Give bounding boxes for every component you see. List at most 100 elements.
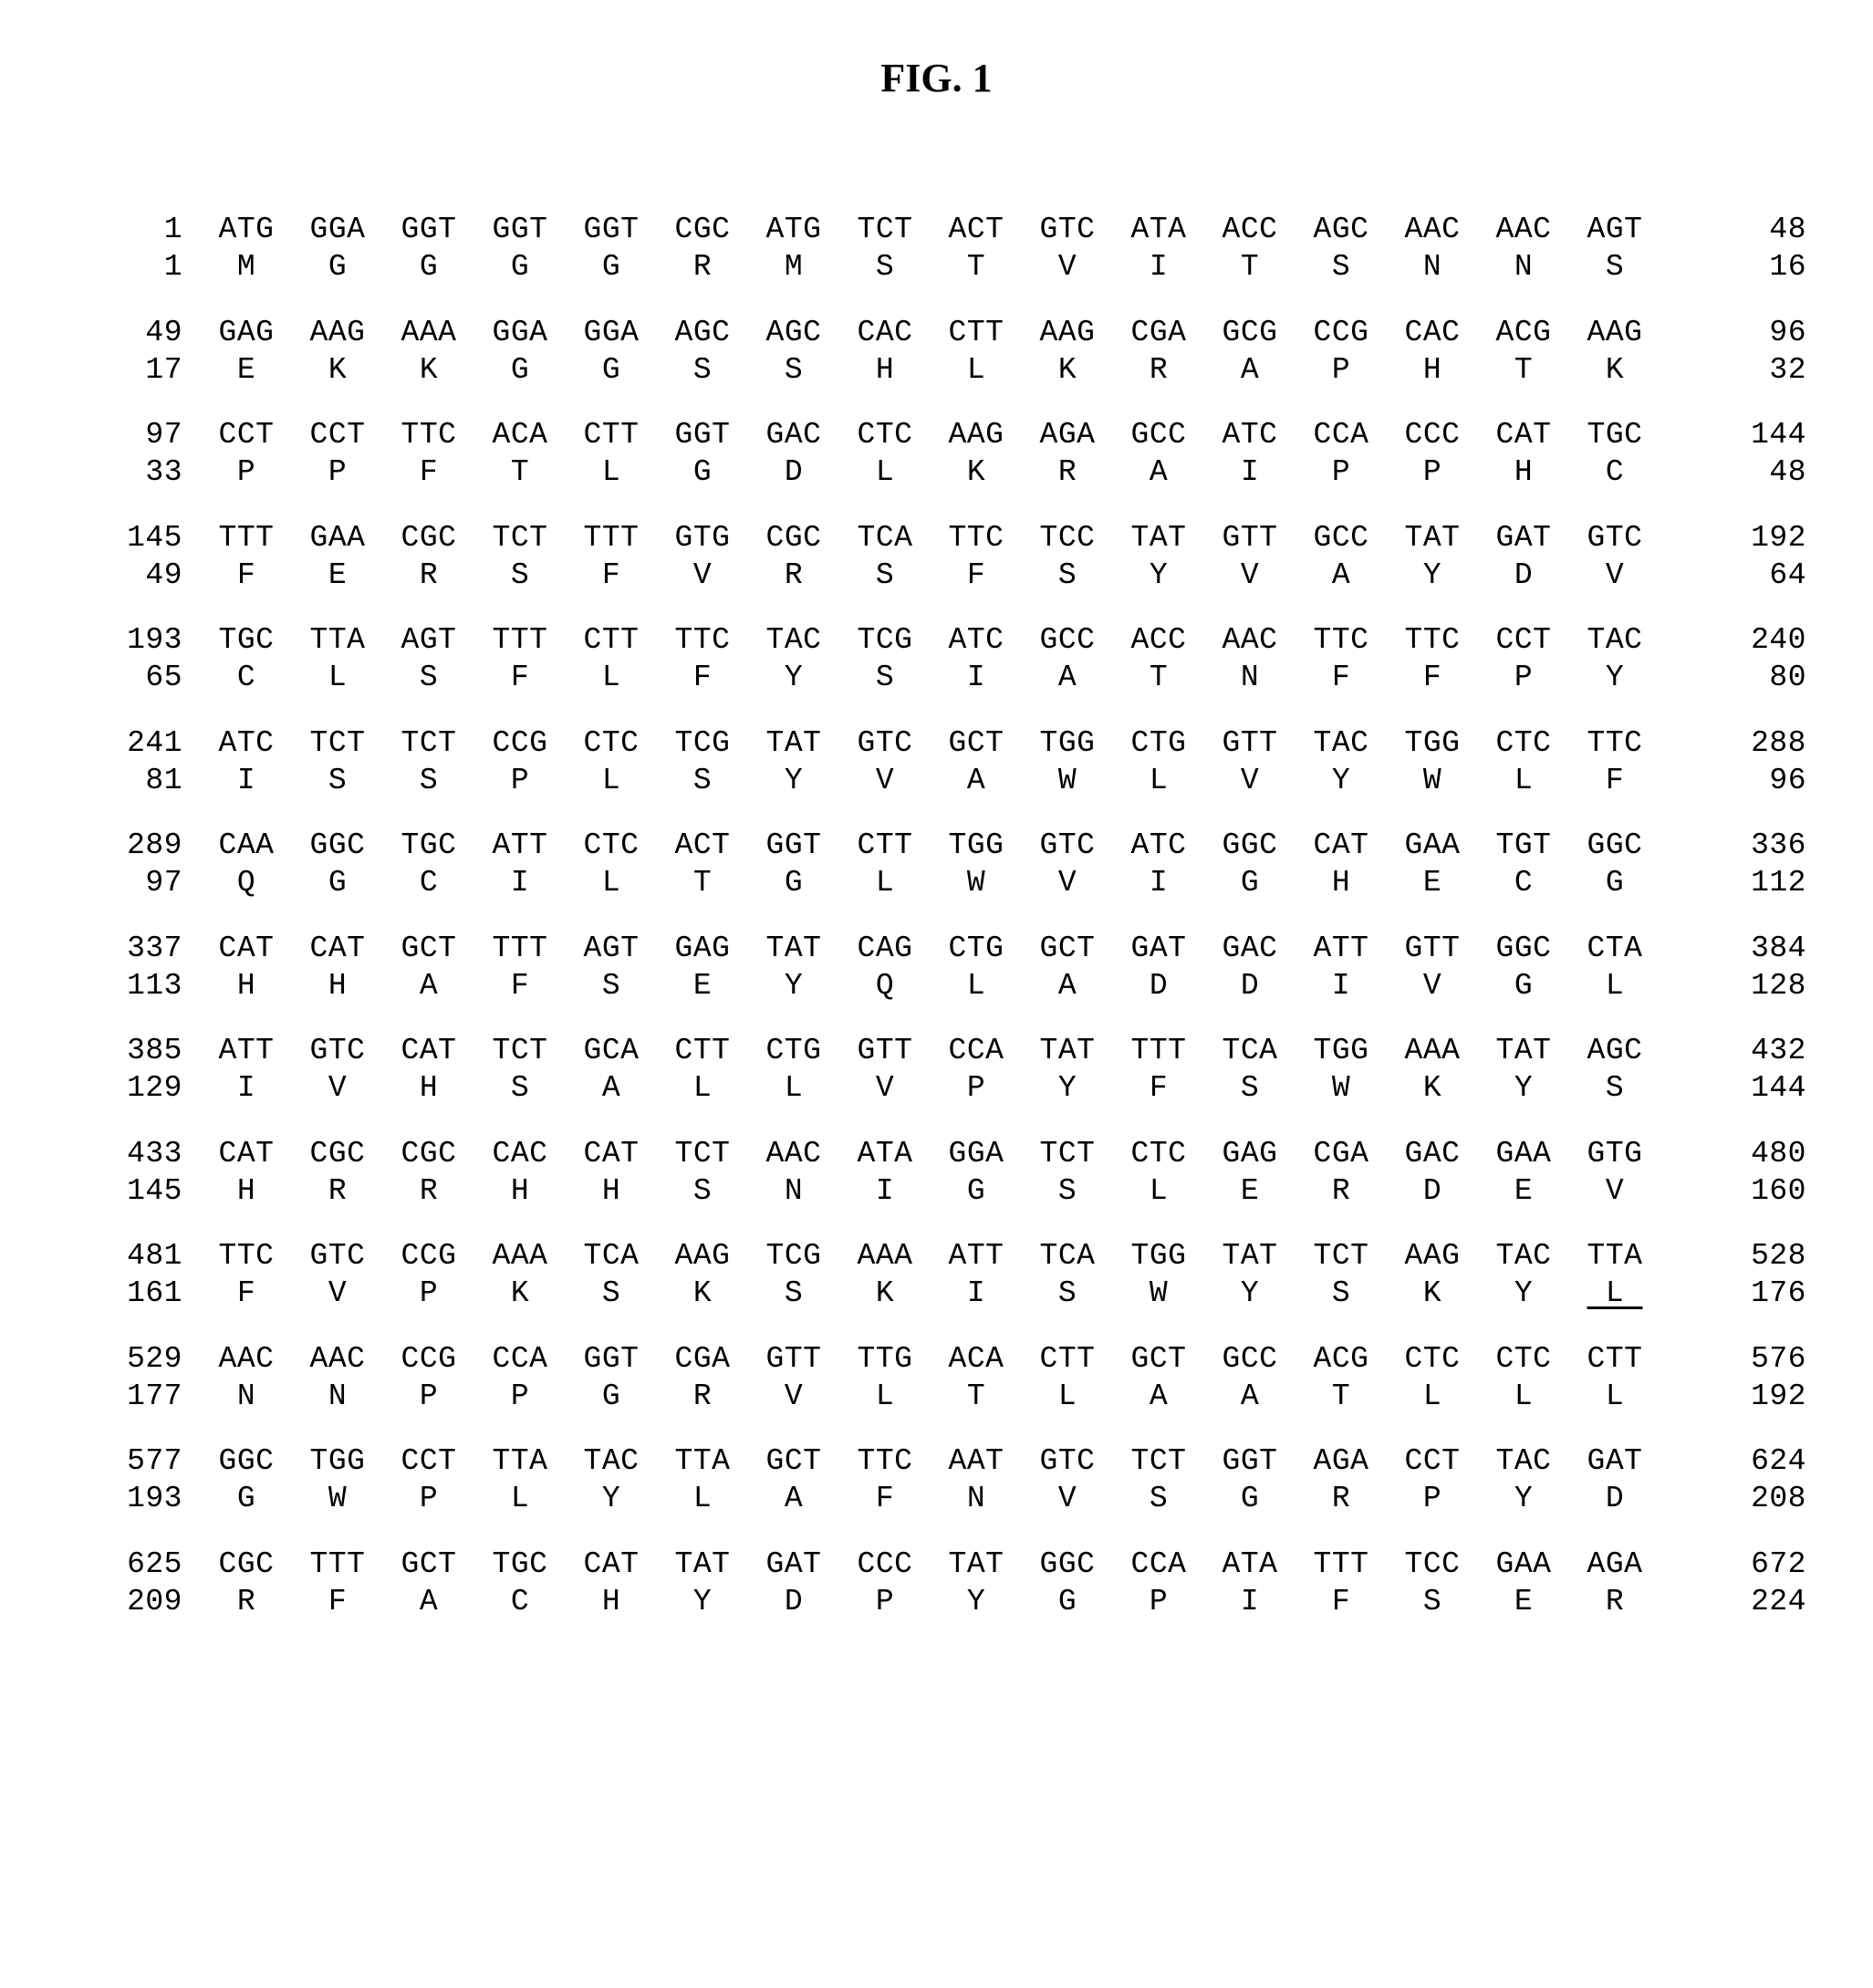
amino-acid: C — [474, 1583, 566, 1620]
amino-acid: P — [1113, 1583, 1204, 1620]
amino-acid: T — [931, 1378, 1022, 1415]
amino-acid: N — [1204, 659, 1295, 696]
amino-acid: P — [1295, 351, 1387, 389]
nt-end-position: 96 — [1660, 314, 1806, 351]
aa-end-position: 80 — [1660, 659, 1806, 696]
sequence-row-pair: 1ATGGGAGGTGGTGGTCGCATGTCTACTGTCATAACCAGC… — [73, 211, 1800, 286]
codon: TTC — [383, 416, 474, 453]
codon: TGC — [383, 827, 474, 864]
nt-end-position: 336 — [1660, 827, 1806, 864]
codon: TCT — [474, 1032, 566, 1069]
codon: GGT — [566, 1340, 657, 1378]
amino-acid: Y — [931, 1583, 1022, 1620]
amino-acid: P — [1295, 453, 1387, 491]
codon: TCG — [657, 724, 748, 762]
nt-start-position: 145 — [73, 519, 201, 557]
amino-acid: S — [566, 1275, 657, 1312]
amino-acid-row: 113HHAFSEYQLADDIVGL128 — [73, 967, 1800, 1004]
codon: GGT — [383, 211, 474, 248]
codon: CAT — [292, 930, 383, 967]
amino-acid: I — [931, 1275, 1022, 1312]
codon: GGT — [748, 827, 839, 864]
aa-end-position: 224 — [1660, 1583, 1806, 1620]
amino-acid: R — [292, 1172, 383, 1210]
sequence-row-pair: 97CCTCCTTTCACACTTGGTGACCTCAAGAGAGCCATCCC… — [73, 416, 1800, 492]
amino-acid: I — [474, 864, 566, 901]
codon: TCG — [839, 621, 931, 659]
amino-acid: W — [1113, 1275, 1204, 1312]
amino-acid: Y — [1478, 1275, 1569, 1312]
amino-acid: L — [839, 453, 931, 491]
amino-acid: G — [474, 351, 566, 389]
amino-acid: T — [931, 248, 1022, 286]
amino-acid: H — [839, 351, 931, 389]
amino-acid: S — [566, 967, 657, 1004]
aa-start-position: 49 — [73, 557, 201, 594]
aa-start-position: 17 — [73, 351, 201, 389]
amino-acid: K — [1387, 1275, 1478, 1312]
codon: TCT — [1022, 1135, 1113, 1172]
codon: GAG — [657, 930, 748, 967]
amino-acid: A — [1204, 1378, 1295, 1415]
codon: TTG — [839, 1340, 931, 1378]
codon: CTC — [1478, 724, 1569, 762]
amino-acid: L — [566, 453, 657, 491]
amino-acid: G — [1022, 1583, 1113, 1620]
amino-acid: R — [748, 557, 839, 594]
codon: CAT — [383, 1032, 474, 1069]
amino-acid: S — [748, 1275, 839, 1312]
amino-acid: W — [931, 864, 1022, 901]
amino-acid: A — [1113, 453, 1204, 491]
codon: AGC — [748, 314, 839, 351]
nt-start-position: 97 — [73, 416, 201, 453]
codon: TAC — [566, 1442, 657, 1480]
amino-acid: S — [1569, 1069, 1660, 1107]
nt-end-position: 528 — [1660, 1237, 1806, 1275]
amino-acid: G — [383, 248, 474, 286]
codon: GAC — [748, 416, 839, 453]
codon: GTG — [1569, 1135, 1660, 1172]
amino-acid: V — [657, 557, 748, 594]
nt-start-position: 193 — [73, 621, 201, 659]
nucleotide-row: 193TGCTTAAGTTTTCTTTTCTACTCGATCGCCACCAACT… — [73, 621, 1800, 659]
nt-end-position: 624 — [1660, 1442, 1806, 1480]
codon: GTC — [1022, 1442, 1113, 1480]
codon: ACT — [931, 211, 1022, 248]
amino-acid: G — [657, 453, 748, 491]
codon: CCA — [931, 1032, 1022, 1069]
aa-start-position: 177 — [73, 1378, 201, 1415]
codon: CAT — [1295, 827, 1387, 864]
amino-acid: E — [292, 557, 383, 594]
codon: GGC — [292, 827, 383, 864]
codon: AAA — [839, 1237, 931, 1275]
amino-acid: S — [383, 659, 474, 696]
amino-acid: R — [657, 248, 748, 286]
codon: AGA — [1295, 1442, 1387, 1480]
codon: TAT — [1478, 1032, 1569, 1069]
aa-start-position: 1 — [73, 248, 201, 286]
codon: AGT — [383, 621, 474, 659]
amino-acid: C — [201, 659, 292, 696]
amino-acid: Y — [1387, 557, 1478, 594]
codon: GAT — [1569, 1442, 1660, 1480]
codon: TCT — [383, 724, 474, 762]
codon: GGT — [1204, 1442, 1295, 1480]
amino-acid: A — [383, 1583, 474, 1620]
codon: AGC — [1569, 1032, 1660, 1069]
nucleotide-row: 145TTTGAACGCTCTTTTGTGCGCTCATTCTCCTATGTTG… — [73, 519, 1800, 557]
codon: CCT — [383, 1442, 474, 1480]
codon: TCC — [1022, 519, 1113, 557]
codon: AGA — [1569, 1546, 1660, 1583]
amino-acid: L — [657, 1480, 748, 1517]
codon: ATT — [474, 827, 566, 864]
amino-acid: F — [292, 1583, 383, 1620]
codon: CAT — [1478, 416, 1569, 453]
amino-acid-row: 49FERSFVRSFSYVAYDV64 — [73, 557, 1800, 594]
aa-start-position: 65 — [73, 659, 201, 696]
amino-acid: I — [839, 1172, 931, 1210]
codon: GCC — [1204, 1340, 1295, 1378]
sequence-row-pair: 49GAGAAGAAAGGAGGAAGCAGCCACCTTAAGCGAGCGCC… — [73, 314, 1800, 390]
codon: GCC — [1295, 519, 1387, 557]
amino-acid: G — [292, 864, 383, 901]
amino-acid: V — [1022, 248, 1113, 286]
